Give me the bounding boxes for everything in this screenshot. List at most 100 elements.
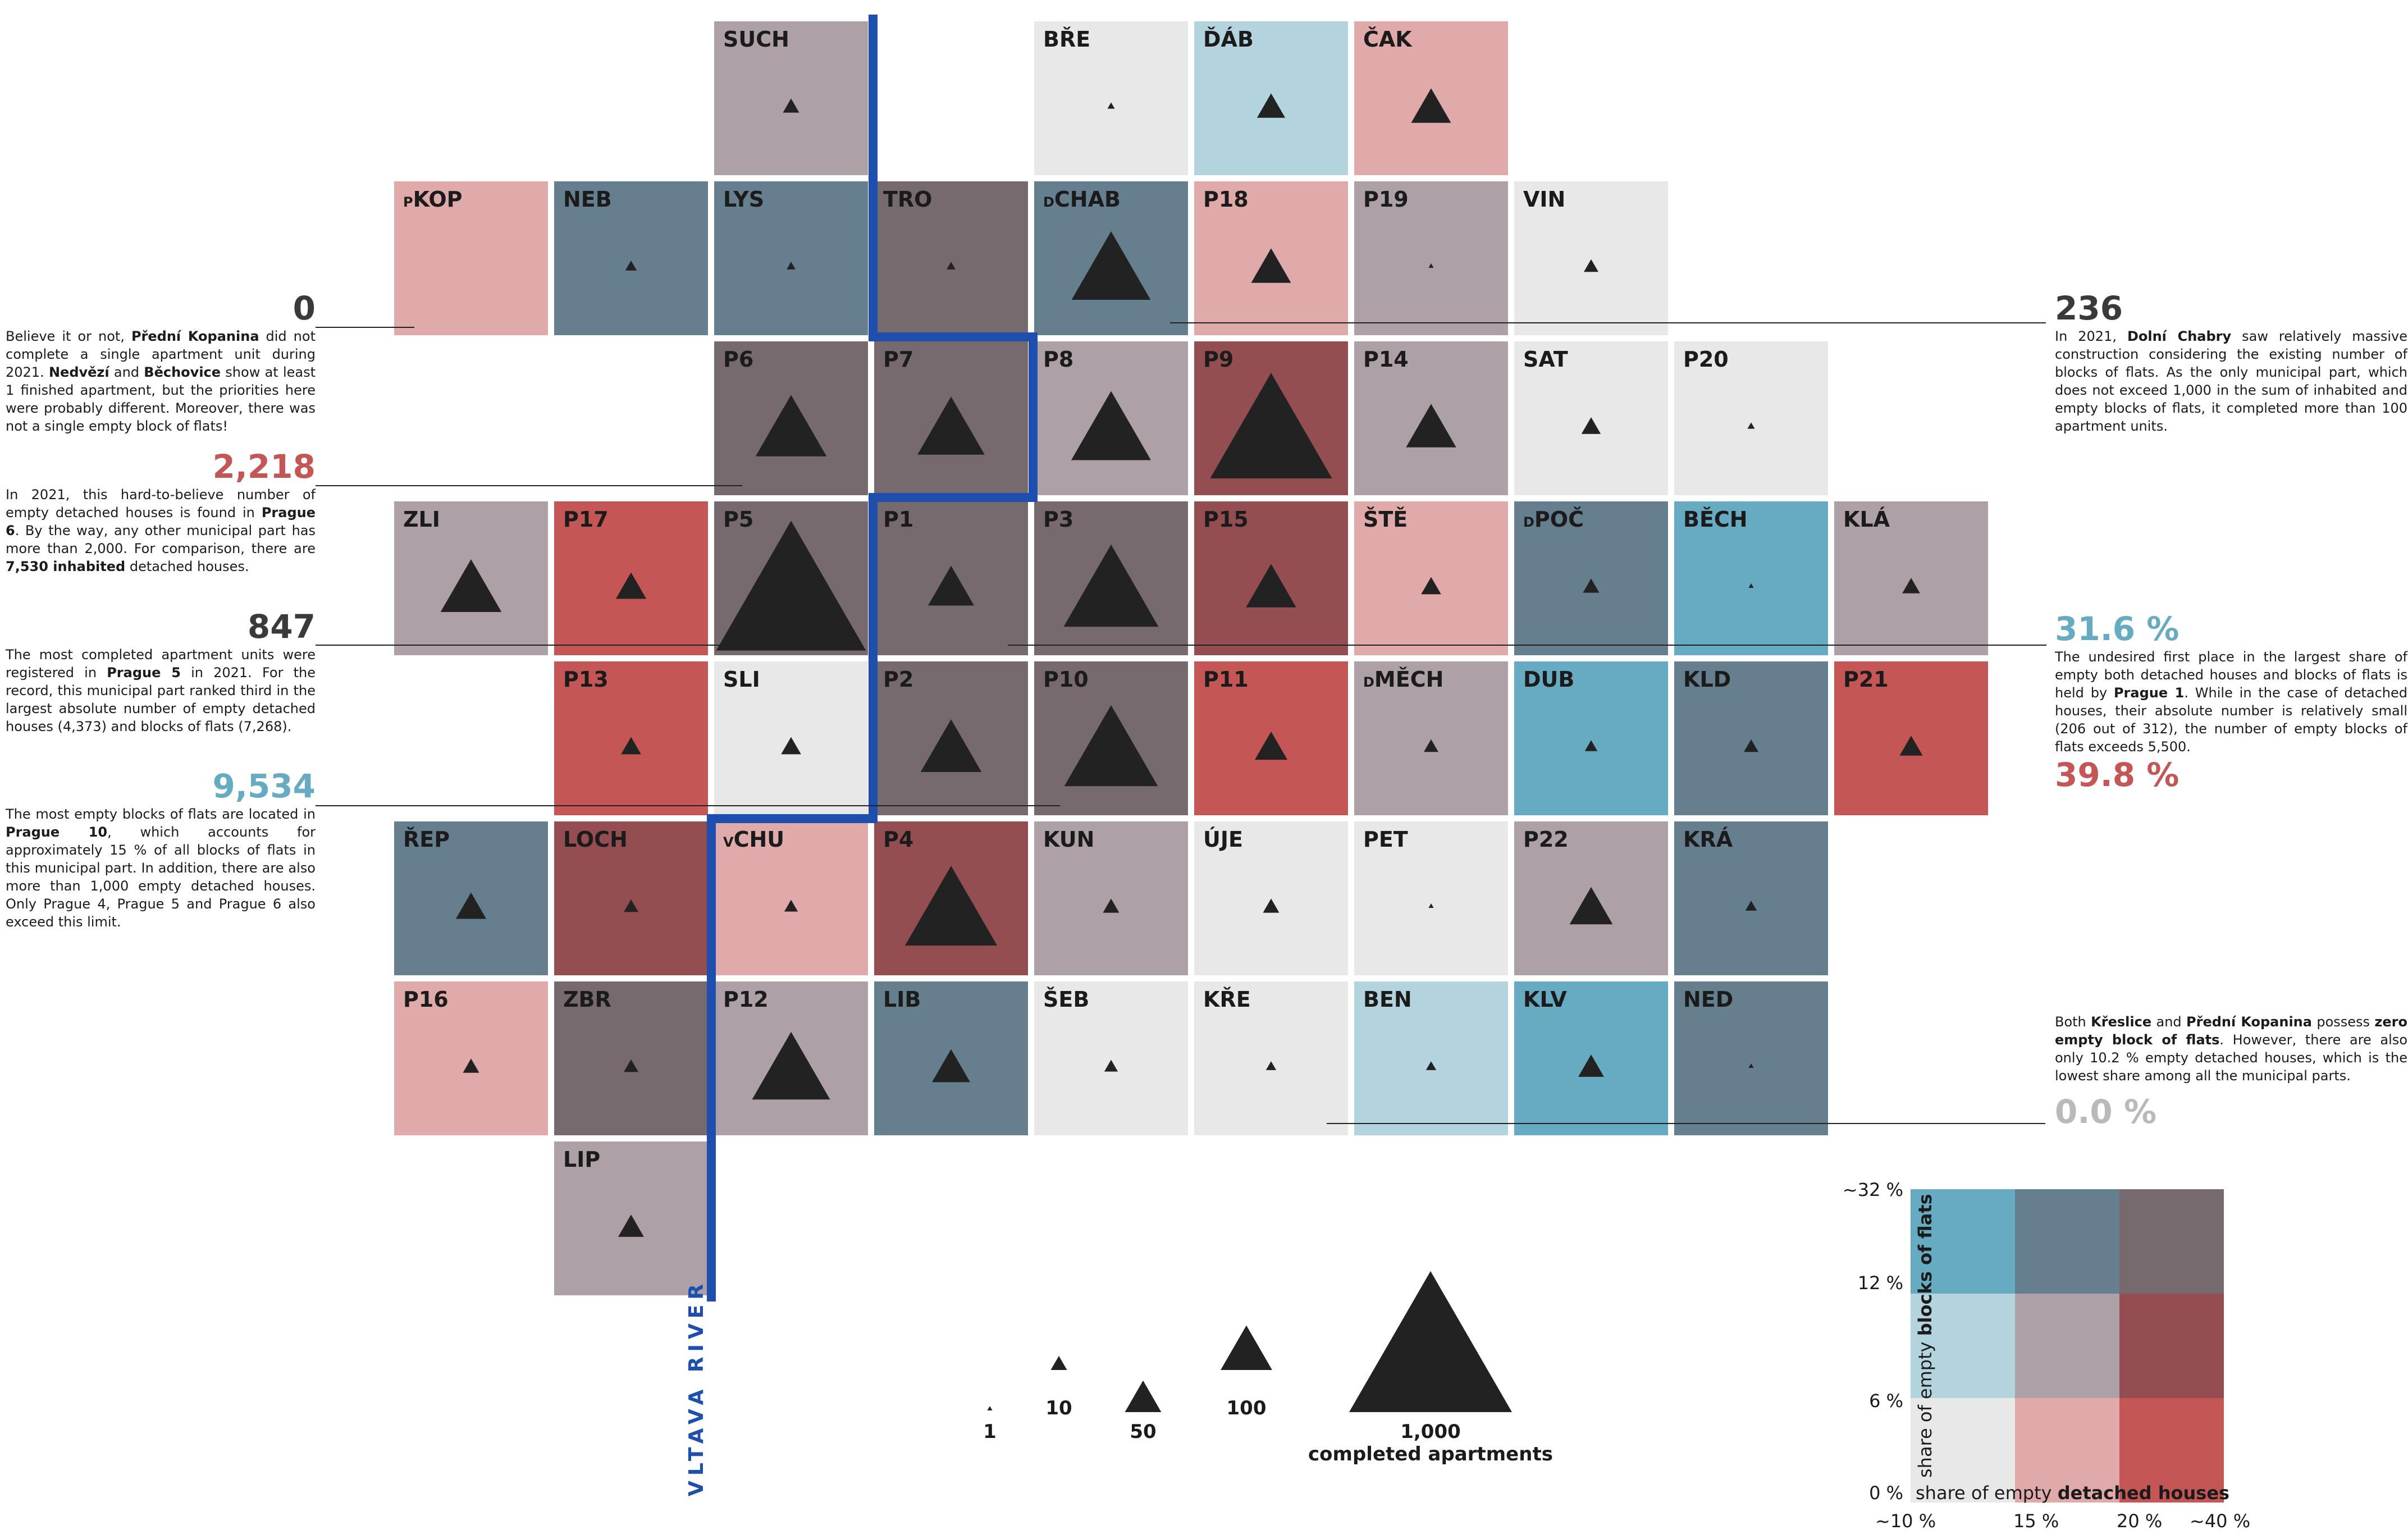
triangle-mark: [787, 262, 796, 270]
apartments-triangle: [1263, 898, 1280, 913]
triangle-mark: [928, 565, 974, 606]
tile-úje: ÚJE: [1194, 821, 1348, 975]
apartments-triangle: [463, 1058, 479, 1073]
apartments-triangle: [455, 892, 487, 919]
tile-p19: P19: [1354, 181, 1508, 335]
triangle-mark: [621, 737, 641, 755]
tile-code-label: BEN: [1363, 987, 1412, 1012]
apartments-triangle: [625, 261, 637, 271]
apartments-triangle: [1428, 903, 1434, 908]
tile-kld: KLD: [1674, 661, 1828, 815]
tile-code-label: ÚJE: [1203, 827, 1243, 852]
tile-code-label: ZLI: [403, 507, 440, 532]
triangle-mark: [752, 1031, 830, 1100]
tile-code: P15: [1203, 507, 1249, 532]
triangle-mark: [917, 396, 985, 455]
apartments-triangle: [1265, 1061, 1277, 1070]
tile-dub: DUB: [1514, 661, 1668, 815]
callout-prague10: 9,534 The most empty blocks of flats are…: [6, 767, 316, 931]
tile-sli: SLI: [714, 661, 868, 815]
tile-p17: P17: [554, 501, 708, 655]
triangle-mark: [1902, 578, 1920, 593]
color-legend-y-tick: 12 %: [1857, 1272, 1903, 1294]
color-legend-cell: [2119, 1398, 2224, 1503]
triangle-mark: [932, 1049, 970, 1083]
leader-prague1: [1008, 645, 2046, 646]
tile-code: P5: [723, 507, 753, 532]
tile-dpoč: DPOČ: [1514, 501, 1668, 655]
triangle-mark: [1411, 88, 1451, 123]
apartments-triangle: [1246, 564, 1296, 608]
apartments-triangle: [1744, 739, 1758, 752]
leader-prague10: [316, 805, 1060, 806]
tile-řep: ŘEP: [394, 821, 548, 975]
tile-code-label: NEB: [563, 187, 612, 212]
apartments-triangle: [624, 899, 638, 912]
apartments-triangle: [1748, 1063, 1754, 1068]
tile-code: KLÁ: [1843, 507, 1890, 532]
tile-code: ZLI: [403, 507, 440, 532]
tile-code: P17: [563, 507, 609, 532]
tile-code-label: VIN: [1523, 187, 1566, 212]
tile-code-label: CHU: [733, 827, 785, 852]
callout-prague5: 847 The most completed apartment units w…: [6, 608, 316, 736]
tile-lib: LIB: [874, 981, 1028, 1135]
tile-code-label: ZBR: [563, 987, 611, 1012]
tile-code: NEB: [563, 187, 612, 212]
tile-p12: P12: [714, 981, 868, 1135]
tile-code: ŘEP: [403, 827, 450, 852]
tile-code: P10: [1043, 667, 1089, 692]
tile-code: LOCH: [563, 827, 628, 852]
tile-ďáb: ĎÁB: [1194, 21, 1348, 175]
color-legend-cell: [2119, 1294, 2224, 1398]
apartments-triangle: [1902, 578, 1920, 593]
apartments-triangle: [947, 262, 956, 270]
apartments-triangle: [1071, 391, 1151, 460]
tile-code-label: PET: [1363, 827, 1408, 852]
tile-code: P16: [403, 987, 449, 1012]
color-legend-x-tick: ~10 %: [1875, 1510, 1936, 1532]
tile-code: P4: [883, 827, 913, 852]
triangle-mark: [1263, 898, 1280, 913]
apartments-triangle: [1071, 231, 1151, 300]
color-legend-cell: [2015, 1189, 2119, 1294]
callout-kreslice-text: Both Křeslice and Přední Kopanina posses…: [2055, 1014, 2407, 1084]
tile-code: KUN: [1043, 827, 1094, 852]
callout-prague1-value: 31.6 %: [2055, 610, 2179, 648]
tile-code-label: KLÁ: [1843, 507, 1890, 532]
tile-code-label: KUN: [1043, 827, 1095, 852]
triangle-mark: [920, 719, 982, 772]
tile-code: DCHAB: [1043, 187, 1121, 212]
tile-šeb: ŠEB: [1034, 981, 1188, 1135]
tile-vin: VIN: [1514, 181, 1668, 335]
triangle-mark: [1104, 1060, 1118, 1072]
callout-prague6: 2,218 In 2021, this hard-to-believe numb…: [6, 447, 316, 576]
tile-code-label: LIB: [883, 987, 921, 1012]
triangle-mark: [905, 866, 997, 946]
triangle-mark: [1071, 391, 1151, 460]
tile-p14: P14: [1354, 341, 1508, 495]
tile-code-label: ĎÁB: [1203, 27, 1254, 52]
tile-code-label: SUCH: [723, 27, 789, 52]
tile-code-label: BŘE: [1043, 27, 1091, 52]
apartments-triangle: [1569, 887, 1613, 925]
callout-chabry: 236 In 2021, Dolní Chabry saw relatively…: [2055, 289, 2407, 435]
tile-code: KRÁ: [1683, 827, 1733, 852]
tile-code: P14: [1363, 347, 1409, 372]
callout-prague10-text: The most empty blocks of flats are locat…: [6, 806, 316, 930]
apartments-triangle: [621, 737, 641, 755]
tile-code-label: KOP: [413, 187, 463, 212]
tile-code-label: ČAK: [1363, 27, 1412, 52]
tile-code-label: LYS: [723, 187, 765, 212]
triangle-mark: [1255, 731, 1287, 760]
triangle-mark: [1406, 404, 1456, 447]
tile-code-label: P9: [1203, 347, 1234, 372]
tile-code-label: P6: [723, 347, 754, 372]
triangle-mark: [1581, 417, 1601, 434]
tile-code-label: P2: [883, 667, 914, 692]
color-legend-cell: [1911, 1398, 2015, 1503]
color-legend-cell: [2015, 1398, 2119, 1503]
tile-běch: BĚCH: [1674, 501, 1828, 655]
apartments-triangle: [1584, 740, 1598, 751]
tile-code: P6: [723, 347, 753, 372]
